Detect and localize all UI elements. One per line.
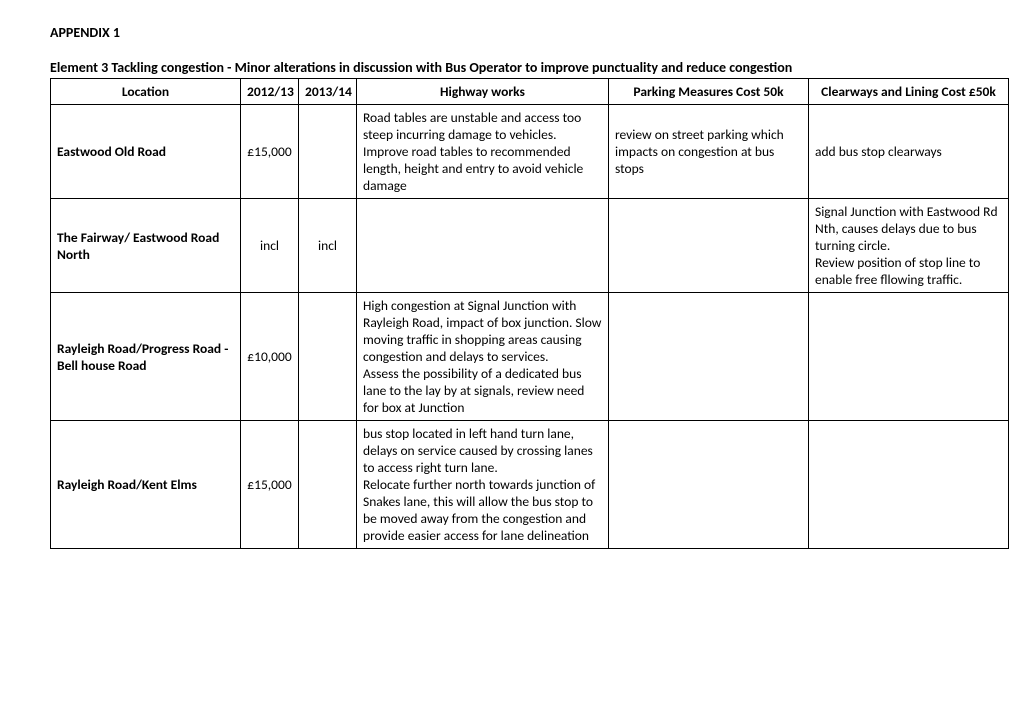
congestion-table: Location 2012/13 2013/14 Highway works P… xyxy=(50,78,1009,549)
element-subtitle: Element 3 Tackling congestion - Minor al… xyxy=(50,59,970,76)
cell-2012-13: £15,000 xyxy=(241,421,299,549)
cell-parking-measures xyxy=(609,293,809,421)
cell-clearways: add bus stop clearways xyxy=(809,105,1009,199)
cell-clearways: Signal Junction with Eastwood Rd Nth, ca… xyxy=(809,199,1009,293)
appendix-label: APPENDIX 1 xyxy=(50,24,970,41)
col-2013-14: 2013/14 xyxy=(299,79,357,105)
col-2012-13: 2012/13 xyxy=(241,79,299,105)
cell-location: The Fairway/ Eastwood Road North xyxy=(51,199,241,293)
cell-2012-13: £15,000 xyxy=(241,105,299,199)
cell-clearways xyxy=(809,293,1009,421)
table-row: Rayleigh Road/Kent Elms £15,000 bus stop… xyxy=(51,421,1009,549)
cell-highway-works: Road tables are unstable and access too … xyxy=(357,105,609,199)
cell-parking-measures xyxy=(609,421,809,549)
cell-2013-14 xyxy=(299,105,357,199)
cell-parking-measures: review on street parking which impacts o… xyxy=(609,105,809,199)
cell-2012-13: £10,000 xyxy=(241,293,299,421)
cell-location: Eastwood Old Road xyxy=(51,105,241,199)
cell-2013-14 xyxy=(299,293,357,421)
col-clearways: Clearways and Lining Cost £50k xyxy=(809,79,1009,105)
cell-highway-works: bus stop located in left hand turn lane,… xyxy=(357,421,609,549)
cell-2013-14: incl xyxy=(299,199,357,293)
col-parking-measures: Parking Measures Cost 50k xyxy=(609,79,809,105)
cell-clearways xyxy=(809,421,1009,549)
cell-location: Rayleigh Road/Progress Road - Bell house… xyxy=(51,293,241,421)
cell-parking-measures xyxy=(609,199,809,293)
cell-location: Rayleigh Road/Kent Elms xyxy=(51,421,241,549)
col-highway-works: Highway works xyxy=(357,79,609,105)
col-location: Location xyxy=(51,79,241,105)
cell-highway-works xyxy=(357,199,609,293)
table-header-row: Location 2012/13 2013/14 Highway works P… xyxy=(51,79,1009,105)
table-row: Eastwood Old Road £15,000 Road tables ar… xyxy=(51,105,1009,199)
table-row: The Fairway/ Eastwood Road North incl in… xyxy=(51,199,1009,293)
cell-2012-13: incl xyxy=(241,199,299,293)
cell-highway-works: High congestion at Signal Junction with … xyxy=(357,293,609,421)
cell-2013-14 xyxy=(299,421,357,549)
table-row: Rayleigh Road/Progress Road - Bell house… xyxy=(51,293,1009,421)
